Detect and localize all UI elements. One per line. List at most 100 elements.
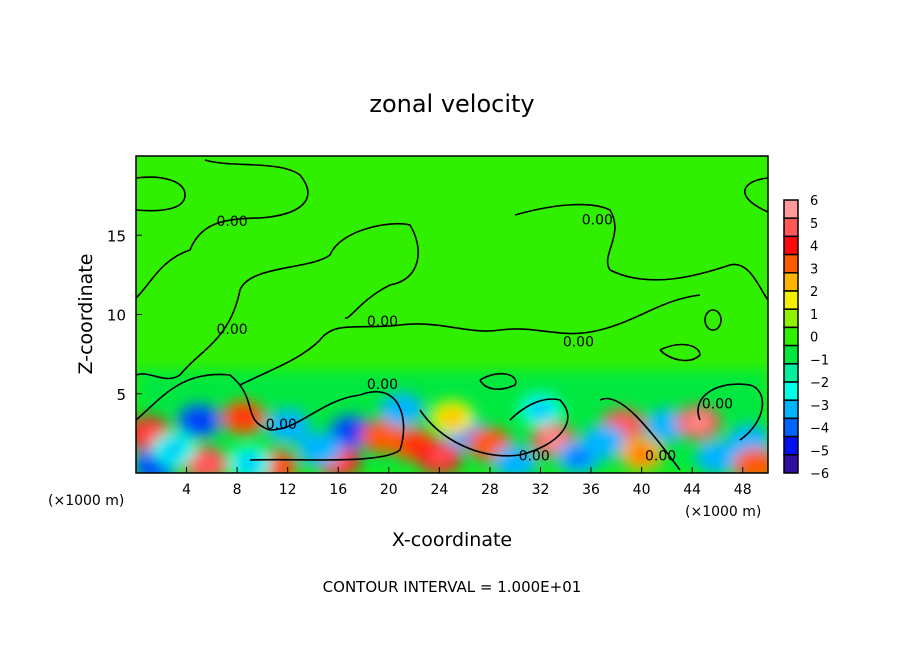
contour-interval-footer: CONTOUR INTERVAL = 1.000E+01 bbox=[323, 578, 582, 596]
x-tick-label: 16 bbox=[329, 482, 347, 498]
x-tick-label: 40 bbox=[633, 482, 651, 498]
contour-line bbox=[136, 373, 405, 461]
field-blob-core bbox=[593, 433, 614, 450]
x-tick-label: 32 bbox=[532, 482, 550, 498]
colorbar-label: −6 bbox=[810, 467, 829, 482]
contour-line bbox=[744, 177, 768, 213]
colorbar-swatch bbox=[783, 308, 799, 329]
colorbar-label: 4 bbox=[810, 240, 818, 255]
field-blob-core bbox=[707, 449, 728, 466]
field-blob-core bbox=[195, 455, 216, 472]
colorbar-label: −4 bbox=[810, 422, 829, 437]
contour-label: 0.00 bbox=[216, 322, 247, 338]
colorbar-label: −2 bbox=[810, 376, 829, 391]
colorbar-swatch bbox=[783, 217, 799, 238]
contour-label: 0.00 bbox=[519, 449, 550, 465]
colorbar-swatch bbox=[783, 326, 799, 347]
contour-line bbox=[239, 294, 701, 386]
colorbar-label: −1 bbox=[810, 353, 829, 368]
field-blob-core bbox=[739, 433, 760, 450]
colorbar-swatch bbox=[783, 454, 799, 474]
contour-label: 0.00 bbox=[645, 449, 676, 465]
contour-line bbox=[599, 383, 764, 471]
field-blob-core bbox=[656, 417, 677, 434]
colorbar-label: −3 bbox=[810, 399, 829, 414]
x-axis-ticks: 4 8 12 16 20 24 28 32 36 40 44 48 bbox=[182, 467, 752, 498]
contour-label: 0.00 bbox=[702, 396, 733, 412]
colorbar: 6 5 4 3 2 1 0 −1 −2 −3 −4 −5 −6 bbox=[783, 194, 829, 482]
x-tick-label: 20 bbox=[380, 482, 398, 498]
field-blob-core bbox=[745, 457, 766, 473]
field-blob-core bbox=[277, 417, 298, 434]
field-blob-core bbox=[429, 449, 450, 466]
y-axis-ticks: 5 10 15 bbox=[107, 227, 142, 404]
contour-line bbox=[419, 398, 569, 457]
field-blob-core bbox=[505, 453, 526, 470]
field-blob-core bbox=[340, 423, 361, 440]
contour-line bbox=[136, 176, 186, 212]
colorbar-swatch bbox=[783, 399, 799, 420]
field-blob-core bbox=[404, 436, 425, 453]
colorbar-swatch bbox=[783, 344, 799, 365]
field-blob-core bbox=[479, 436, 500, 453]
field-blob-core bbox=[239, 455, 260, 472]
field-blob-core bbox=[688, 414, 709, 431]
colorbar-swatch bbox=[783, 272, 799, 292]
field-blob-core bbox=[309, 441, 330, 458]
field-blob-core bbox=[138, 425, 159, 442]
colorbar-label: −5 bbox=[810, 444, 829, 459]
field-blob-core bbox=[163, 441, 184, 458]
x-tick-label: 36 bbox=[582, 482, 600, 498]
colorbar-label: 6 bbox=[810, 194, 818, 209]
field-blob-core bbox=[391, 401, 412, 418]
colorbar-swatch bbox=[783, 417, 799, 438]
colorbar-label: 5 bbox=[810, 217, 818, 232]
contour-label: 0.00 bbox=[367, 314, 398, 330]
colorbar-swatch bbox=[783, 435, 799, 456]
y-tick-label: 15 bbox=[107, 227, 126, 245]
colorbar-label: 0 bbox=[810, 331, 818, 346]
contour-label: 0.00 bbox=[367, 377, 398, 393]
contour-label: 0.00 bbox=[582, 212, 613, 228]
plot-area: 0.00 0.00 0.00 0.00 0.00 0.00 0.00 0.00 0.00 0.00 bbox=[136, 156, 768, 473]
x-axis-label: X-coordinate bbox=[392, 529, 512, 551]
y-tick-label: 10 bbox=[107, 307, 126, 325]
contour-line bbox=[514, 203, 768, 301]
contour-label: 0.00 bbox=[563, 334, 594, 350]
contour-line bbox=[136, 223, 419, 380]
contour-labels: 0.00 0.00 0.00 0.00 0.00 0.00 0.00 0.00 0.00 0.00 bbox=[216, 212, 733, 464]
field-blob-core bbox=[189, 412, 210, 429]
colorbar-label: 2 bbox=[810, 285, 818, 300]
field-blob-core bbox=[568, 449, 589, 466]
field-blob-core bbox=[233, 409, 254, 426]
colorbar-swatch bbox=[783, 199, 799, 219]
contour-line bbox=[136, 159, 309, 299]
x-tick-label: 28 bbox=[481, 482, 499, 498]
field-blob-core bbox=[372, 428, 393, 445]
y-axis-label: Z-coordinate bbox=[75, 254, 97, 375]
x-tick-label: 8 bbox=[233, 482, 242, 498]
contour-label: 0.00 bbox=[216, 214, 247, 230]
colorbar-swatch bbox=[783, 363, 799, 383]
colorbar-label: 1 bbox=[810, 308, 818, 323]
contour-line bbox=[479, 309, 722, 390]
colorbar-label: 3 bbox=[810, 262, 818, 277]
colorbar-swatch bbox=[783, 381, 799, 401]
x-tick-label: 12 bbox=[279, 482, 297, 498]
chart-title: zonal velocity bbox=[369, 90, 534, 118]
x-tick-label: 44 bbox=[683, 482, 701, 498]
field-blob-core bbox=[631, 445, 652, 462]
colorbar-swatch bbox=[783, 253, 799, 274]
contour-lines bbox=[136, 159, 768, 471]
colorbar-swatch bbox=[783, 290, 799, 310]
y-tick-label: 5 bbox=[116, 386, 126, 404]
colorbar-swatch bbox=[783, 235, 799, 256]
x-tick-label: 24 bbox=[430, 482, 448, 498]
x-unit-label-left: (×1000 m) bbox=[48, 493, 124, 509]
field-blob-core bbox=[442, 409, 462, 426]
x-tick-label: 48 bbox=[734, 482, 752, 498]
x-unit-label-right: (×1000 m) bbox=[685, 504, 761, 520]
field-blob-core bbox=[530, 401, 551, 418]
x-tick-label: 4 bbox=[182, 482, 191, 498]
